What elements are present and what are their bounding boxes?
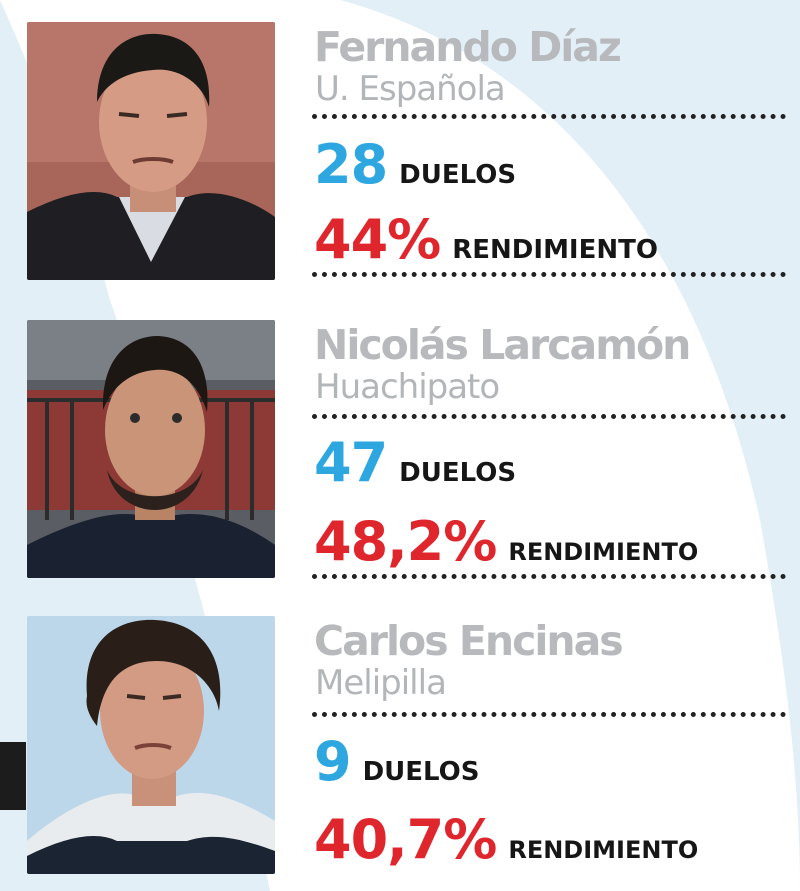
- duelos-value: 47: [314, 431, 388, 494]
- rendimiento-value: 40,7%: [314, 808, 497, 871]
- dark-side-tab: [0, 742, 26, 810]
- coach-name: Fernando Díaz: [314, 23, 622, 71]
- coach-card-nicolas-larcamon: Nicolás Larcamón Huachipato 47 DUELOS 48…: [0, 320, 800, 590]
- duelos-stat: 9 DUELOS: [314, 734, 480, 790]
- duelos-label: DUELOS: [362, 757, 480, 787]
- rendimiento-stat: 44% RENDIMIENTO: [314, 212, 658, 268]
- coach-photo: [27, 616, 275, 874]
- coach-club: Melipilla: [315, 663, 447, 703]
- rendimiento-label: RENDIMIENTO: [508, 836, 699, 864]
- rendimiento-value: 44%: [314, 208, 441, 271]
- coach-card-carlos-encinas: Carlos Encinas Melipilla 9 DUELOS 40,7% …: [0, 616, 800, 886]
- duelos-label: DUELOS: [399, 458, 517, 488]
- dotted-divider: [312, 114, 786, 119]
- duelos-label: DUELOS: [399, 160, 517, 190]
- dotted-divider: [312, 712, 786, 717]
- coach-card-fernando-diaz: Fernando Díaz U. Española 28 DUELOS 44% …: [0, 22, 800, 292]
- duelos-stat: 47 DUELOS: [314, 435, 516, 491]
- rendimiento-label: RENDIMIENTO: [508, 538, 699, 566]
- coach-name: Carlos Encinas: [314, 617, 624, 665]
- coach-name: Nicolás Larcamón: [314, 321, 691, 369]
- rendimiento-label: RENDIMIENTO: [452, 235, 658, 265]
- coach-photo: [27, 320, 275, 578]
- duelos-value: 28: [314, 133, 388, 196]
- coach-photo: [27, 22, 275, 280]
- duelos-value: 9: [314, 730, 352, 793]
- coach-club: U. Española: [315, 69, 506, 109]
- rendimiento-stat: 40,7% RENDIMIENTO: [314, 812, 698, 868]
- rendimiento-value: 48,2%: [314, 510, 497, 573]
- rendimiento-stat: 48,2% RENDIMIENTO: [314, 514, 698, 570]
- dotted-divider: [312, 272, 786, 277]
- coach-club: Huachipato: [315, 367, 500, 407]
- dotted-divider: [312, 414, 786, 419]
- dotted-divider: [312, 574, 786, 579]
- duelos-stat: 28 DUELOS: [314, 137, 516, 193]
